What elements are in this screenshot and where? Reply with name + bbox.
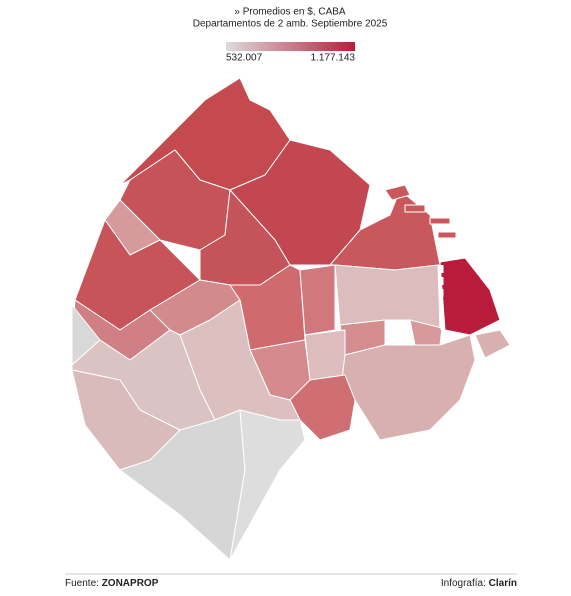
pier <box>384 184 411 201</box>
legend-min: 532.007 <box>226 53 263 64</box>
credit: Infografía: Clarín <box>441 578 517 589</box>
area <box>289 374 356 441</box>
pier <box>474 329 511 359</box>
source: Fuente: ZONAPROP <box>65 578 159 589</box>
pier <box>404 204 426 213</box>
area <box>304 329 346 381</box>
source-label: Fuente: <box>65 578 99 589</box>
area <box>339 334 476 441</box>
pier <box>437 231 457 239</box>
area <box>299 264 336 336</box>
title: » Promedios en $, CABA <box>234 7 345 18</box>
subtitle: Departamentos de 2 amb. Septiembre 2025 <box>193 19 388 30</box>
legend-gradient <box>226 42 355 51</box>
legend-max: 1.177.143 <box>311 53 356 64</box>
area <box>119 409 246 561</box>
pier <box>429 217 451 225</box>
credit-label: Infografía: <box>441 578 486 589</box>
area <box>439 257 501 336</box>
source-name: ZONAPROP <box>102 578 159 589</box>
credit-name: Clarín <box>489 578 517 589</box>
area <box>334 264 441 331</box>
city-map <box>71 77 511 561</box>
area <box>229 409 306 561</box>
